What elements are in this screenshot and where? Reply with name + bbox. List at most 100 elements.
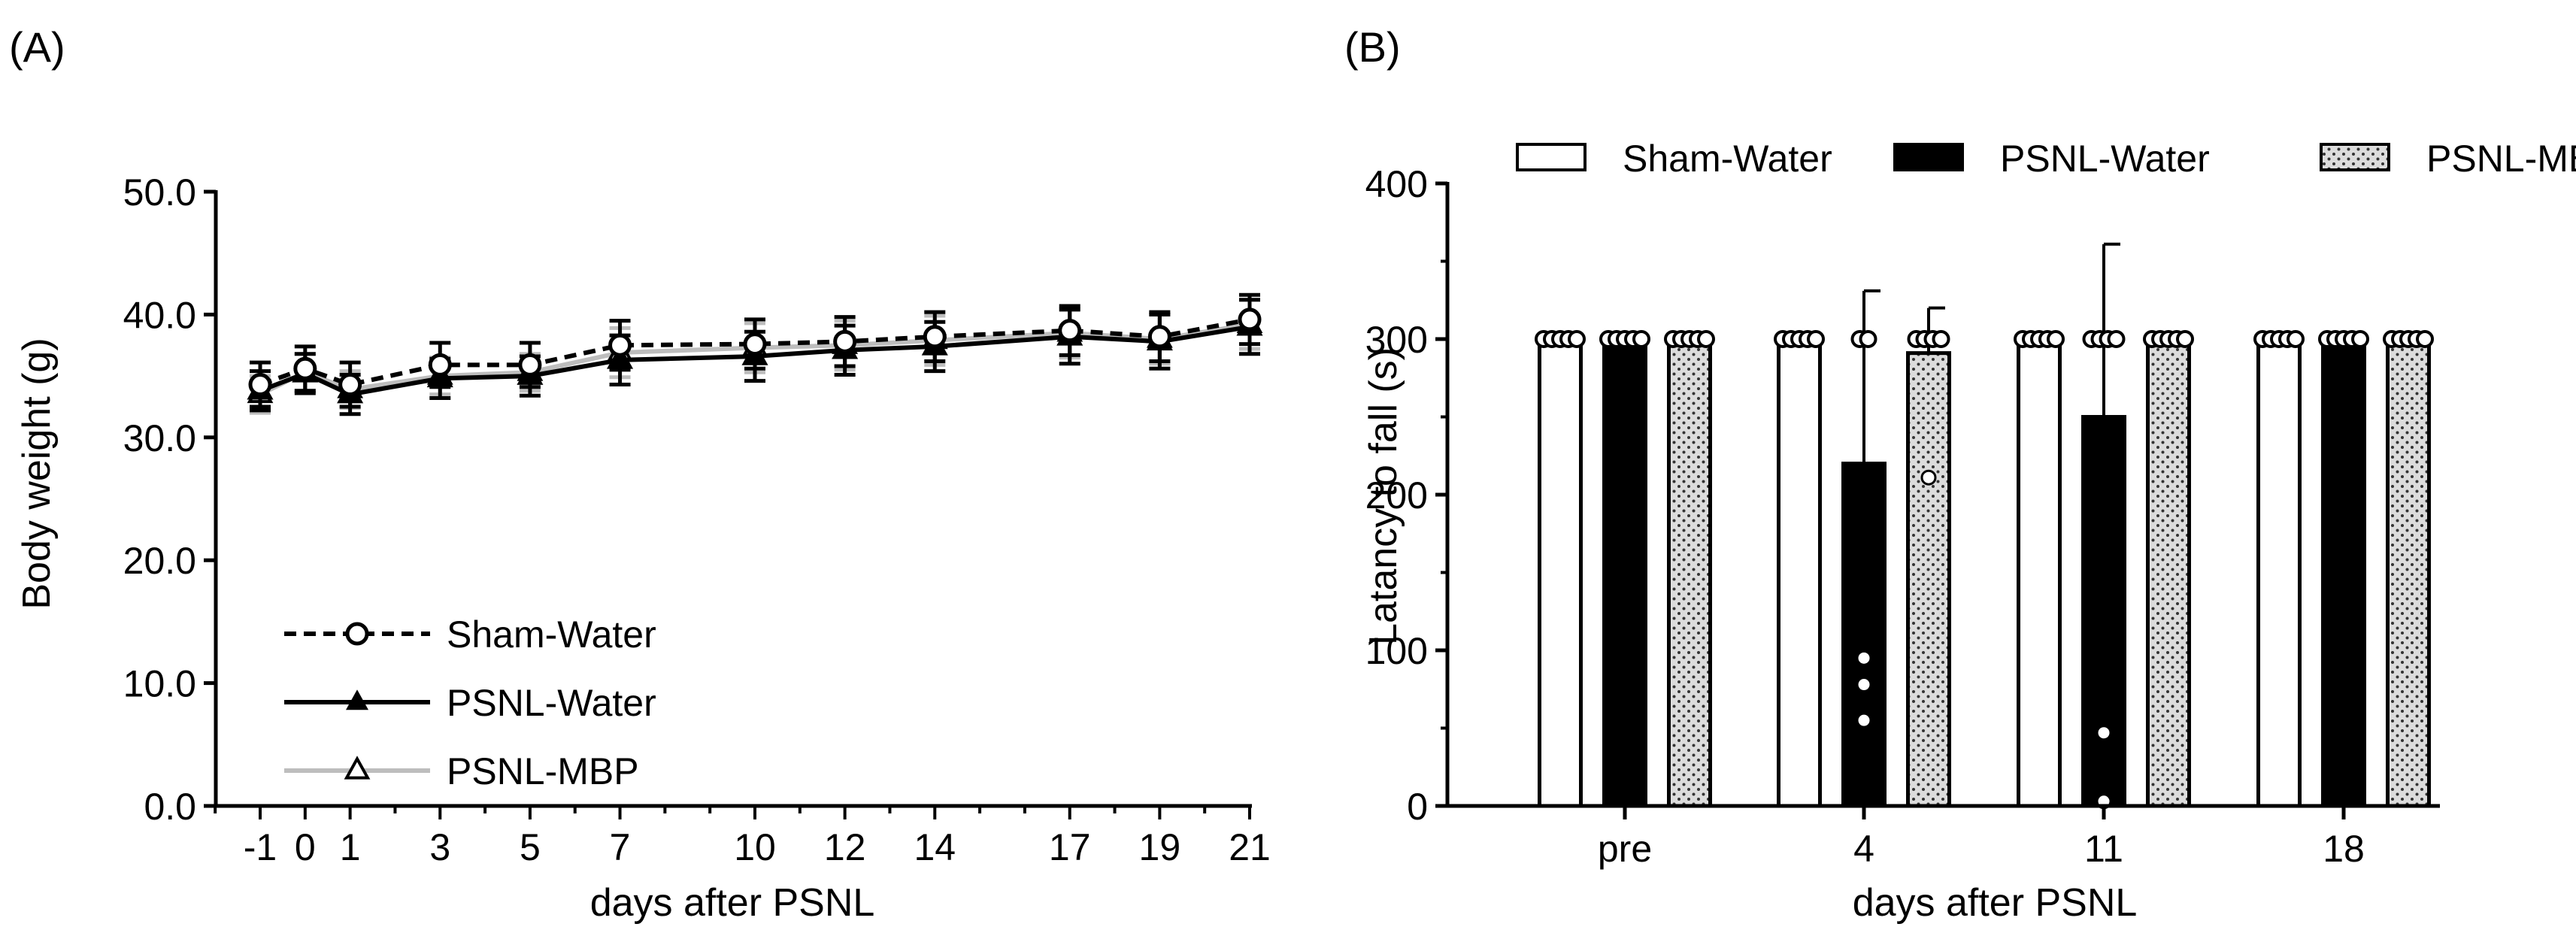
panel-b-data-point <box>2416 330 2434 348</box>
panel-b-x-tick-label: 11 <box>2084 828 2123 870</box>
panel-b-legend-item-psnl-water: PSNL-Water <box>1893 138 2210 180</box>
panel-a-y-tick-label: 30.0 <box>123 417 196 459</box>
panel-b-data-point <box>1632 330 1650 348</box>
panel-b-bar <box>2321 337 2366 808</box>
panel-b-data-point <box>2107 330 2126 348</box>
panel-b-legend-label: PSNL-MBP <box>2426 138 2576 180</box>
panel-b-y-tick-label: 0 <box>1407 786 1428 828</box>
panel-b-series-psnl-mbp <box>1664 306 2434 808</box>
panel-b-data-point <box>1856 650 1872 666</box>
panel-a-point <box>428 353 452 377</box>
panel-b-y-tick-label: 400 <box>1365 163 1428 205</box>
panel-b-data-point <box>2096 725 2112 741</box>
panel-b-x-axis: pre 4 11 18 <box>1446 804 2440 870</box>
panel-a-label: (A) <box>9 23 65 71</box>
panel-b-y-tick-label: 100 <box>1365 630 1428 672</box>
panel-b-data-point <box>1856 677 1872 693</box>
panel-b-legend-swatch <box>1516 143 1587 171</box>
panel-b-legend-swatch <box>1893 143 1964 171</box>
panel-b-y-axis-label: Latancy to fall (s) <box>1362 347 1405 645</box>
panel-b-bar <box>2146 337 2191 808</box>
panel-a-legend: Sham-Water PSNL-Water PSNL-MBP <box>284 613 656 792</box>
panel-a-x-tick-label: 1 <box>340 826 361 868</box>
panel-a-point <box>608 333 632 357</box>
panel-a-series-sham-water <box>248 292 1262 409</box>
panel-a-y-axis: 0.0 10.0 20.0 30.0 40.0 50.0 <box>123 171 218 828</box>
panel-a-point <box>1147 325 1171 349</box>
panel-b-x-axis-label: days after PSNL <box>1853 881 2138 925</box>
panel-a-legend-marker <box>344 756 371 780</box>
panel-a-legend-label: Sham-Water <box>447 613 656 656</box>
panel-a-point <box>518 353 542 377</box>
panel-a-legend-label: PSNL-MBP <box>447 750 639 792</box>
panel-a-x-tick-label: 7 <box>610 826 631 868</box>
panel-b-data-point <box>1568 330 1586 348</box>
panel-b-bar <box>1906 351 1951 808</box>
panel-a-y-tick-label: 20.0 <box>123 540 196 582</box>
panel-a-x-tick-label: 21 <box>1229 826 1271 868</box>
panel-b-legend-swatch <box>2320 143 2390 171</box>
panel-a-point <box>248 373 272 397</box>
panel-b-data-point <box>1920 469 1937 486</box>
panel-b-error-bar <box>2102 242 2120 417</box>
panel-b-label: (B) <box>1344 23 1401 71</box>
panel-b-data-point <box>1697 330 1715 348</box>
panel-a-point <box>743 332 767 356</box>
panel-a-x-tick-label: 19 <box>1139 826 1181 868</box>
panel-b-bars <box>1535 242 2434 810</box>
panel-a-x-tick-label: 10 <box>734 826 776 868</box>
panel-a-x-tick-label: 14 <box>914 826 956 868</box>
panel-b-bar <box>2256 337 2302 808</box>
panel-a-x-tick-label: 17 <box>1049 826 1091 868</box>
panel-b-data-point <box>1932 330 1950 348</box>
panel-a-x-axis: -1 0 1 3 5 7 10 12 14 17 19 21 <box>214 804 1271 868</box>
panel-b-error-bar <box>1862 289 1880 464</box>
panel-b-y-tick-label: 300 <box>1365 319 1428 361</box>
panel-b-legend: Sham-Water PSNL-Water PSNL-MBP <box>1516 138 2576 180</box>
panel-a-legend-marker <box>346 689 368 710</box>
panel-b-series-sham-water <box>1535 330 2305 808</box>
panel-b-bar <box>2017 337 2062 808</box>
panel-b-bar <box>2386 337 2431 808</box>
panel-a-legend-item-sham-water: Sham-Water <box>284 613 656 656</box>
panel-a-x-tick-label: 12 <box>824 826 866 868</box>
panel-b-legend-item-sham-water: Sham-Water <box>1516 138 1832 180</box>
panel-a-point <box>833 329 857 353</box>
panel-a-y-axis-label: Body weight (g) <box>15 338 59 609</box>
panel-b-x-tick-label: 18 <box>2323 828 2365 870</box>
panel-b-x-tick-label: 4 <box>1853 828 1874 870</box>
panel-b-bar <box>1777 337 1822 808</box>
panel-a-y-tick-label: 50.0 <box>123 171 196 214</box>
panel-b-data-point <box>1807 330 1825 348</box>
panel-a-x-tick-label: -1 <box>244 826 277 868</box>
panel-a-point <box>1238 307 1262 332</box>
panel-a-legend-label: PSNL-Water <box>447 682 656 724</box>
panel-b-bar <box>1667 337 1712 808</box>
panel-b-y-axis: 0 100 200 300 400 <box>1365 163 1450 828</box>
panel-b-data-point <box>1859 330 1877 348</box>
panel-b-bar <box>1602 337 1647 808</box>
panel-b-data-point <box>2047 330 2065 348</box>
panel-a-point <box>923 325 947 349</box>
panel-a-legend-item-psnl-mbp: PSNL-MBP <box>284 750 639 792</box>
panel-a-x-axis-label: days after PSNL <box>590 881 875 925</box>
panel-b: (B) Latancy to fall (s) days after PSNL … <box>1344 23 2576 925</box>
panel-b-legend-label: PSNL-Water <box>2000 138 2210 180</box>
panel-a-point <box>1058 319 1082 343</box>
panel-b-bar <box>1841 462 1887 808</box>
panel-b-data-point <box>2351 330 2369 348</box>
panel-b-legend-label: Sham-Water <box>1623 138 1832 180</box>
panel-b-data-point <box>1856 712 1872 728</box>
panel-a-y-tick-label: 40.0 <box>123 294 196 336</box>
panel-a-series <box>247 292 1263 416</box>
panel-a-y-tick-label: 0.0 <box>144 786 196 828</box>
panel-b-bar <box>2081 415 2126 808</box>
panel-b-series-psnl-water <box>1599 242 2369 810</box>
panel-a-x-tick-label: 3 <box>429 826 450 868</box>
panel-a-x-tick-label: 5 <box>520 826 541 868</box>
panel-a-x-tick-label: 0 <box>295 826 316 868</box>
panel-a-point <box>338 373 362 397</box>
panel-b-data-point <box>2176 330 2194 348</box>
panel-a-legend-item-psnl-water: PSNL-Water <box>284 682 656 724</box>
